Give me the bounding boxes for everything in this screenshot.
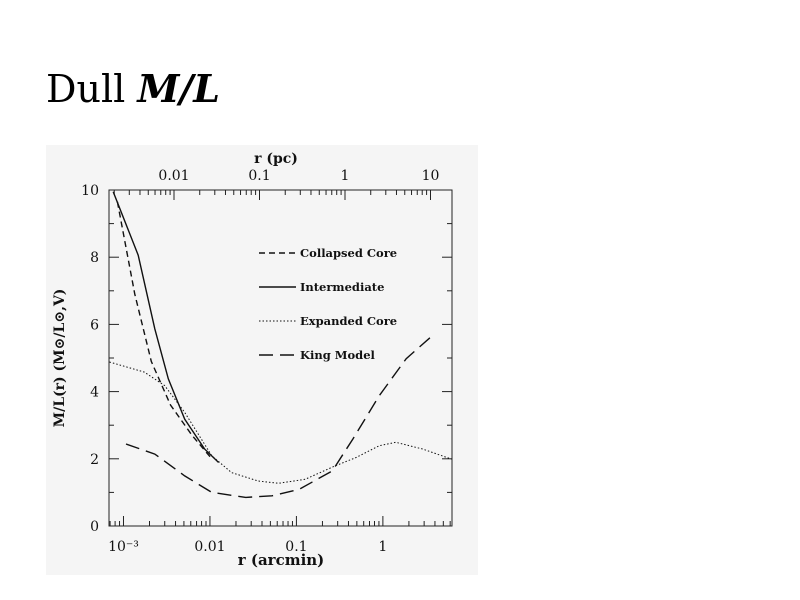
top-tick-label: 1 <box>341 168 350 184</box>
title-math: M/L <box>137 66 221 111</box>
top-tick-label: 0.01 <box>158 168 189 184</box>
y-tick-label: 4 <box>90 385 99 401</box>
series-line-expanded-core <box>109 361 452 484</box>
x-tick-label: 0.1 <box>285 539 307 555</box>
legend-label: Collapsed Core <box>300 246 397 260</box>
title-text: Dull <box>46 67 126 111</box>
top-tick-label: 10 <box>422 168 440 184</box>
y-tick-label: 6 <box>90 317 99 333</box>
series-line-king-model <box>125 337 431 499</box>
legend-label: Intermediate <box>300 280 384 294</box>
slide-title: Dull M/L <box>46 66 220 111</box>
series-line-intermediate <box>112 191 220 464</box>
x-tick-label: 1 <box>378 539 387 555</box>
top-tick-label: 0.1 <box>248 168 270 184</box>
x-tick-label: 10⁻³ <box>108 539 139 555</box>
top-axis-title: r (pc) <box>254 151 298 167</box>
y-tick-label: 0 <box>90 519 99 535</box>
series-line-collapsed-core <box>116 201 213 460</box>
chart-svg: 10⁻³ 0.01 0.1 1 0.01 0.1 1 10 r (pc) r (arcmin) 0 2… <box>52 151 453 569</box>
legend-label: Expanded Core <box>300 314 397 328</box>
plot-frame <box>108 189 453 527</box>
y-tick-label: 2 <box>90 452 99 468</box>
y-axis-title: M/L(r) (M⊙/L⊙,V) <box>52 289 68 428</box>
ml-profile-chart: 10⁻³ 0.01 0.1 1 0.01 0.1 1 10 r (pc) r (arcmin) 0 2… <box>46 145 478 575</box>
x-tick-label: 0.01 <box>194 539 225 555</box>
y-tick-label: 8 <box>90 250 99 266</box>
y-tick-label: 10 <box>81 183 99 199</box>
legend-label: King Model <box>300 348 376 362</box>
x-axis-title: r (arcmin) <box>238 551 325 569</box>
